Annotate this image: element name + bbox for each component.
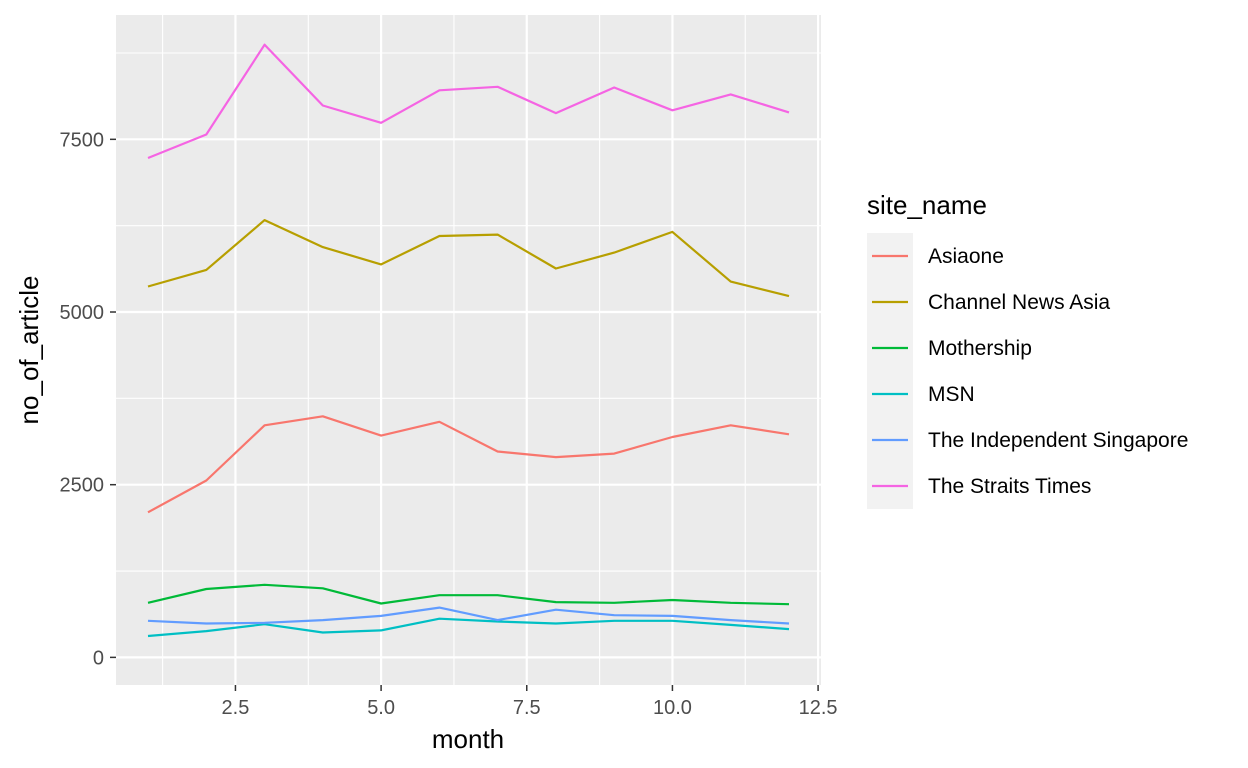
y-tick-label: 5000 [60, 302, 105, 324]
major-gridlines [116, 15, 821, 685]
y-tick-label: 2500 [60, 475, 105, 497]
legend-label-asiaone: Asiaone [928, 245, 1004, 268]
series-line-the-independent-singapore [147, 606, 790, 625]
legend: site_name Asiaone Channel News Asia Mother… [867, 190, 1188, 509]
series-line-the-straits-times [147, 43, 790, 160]
legend-key-background [867, 233, 913, 509]
legend-title: site_name [867, 190, 987, 220]
series-line-channel-news-asia [147, 219, 790, 298]
y-axis-title: no_of_article [14, 276, 44, 425]
series-line-asiaone [147, 415, 790, 514]
y-tick-label: 0 [93, 647, 104, 669]
y-tick-label: 7500 [60, 129, 105, 151]
x-tick-label: 2.5 [222, 697, 250, 719]
legend-label-the-straits-times: The Straits Times [928, 475, 1091, 498]
x-tick-label: 12.5 [799, 697, 838, 719]
series-line-mothership [147, 583, 790, 606]
x-tick-label: 5.0 [367, 697, 395, 719]
x-tick-label: 10.0 [653, 697, 692, 719]
series-line-msn [147, 617, 790, 638]
series-lines [147, 43, 790, 638]
x-axis: 2.5 5.0 7.5 10.0 12.5 [222, 685, 838, 719]
x-tick-label: 7.5 [513, 697, 541, 719]
legend-label-mothership: Mothership [928, 337, 1032, 360]
plot-panel [116, 15, 821, 685]
legend-label-the-independent-singapore: The Independent Singapore [928, 429, 1188, 452]
legend-label-channel-news-asia: Channel News Asia [928, 291, 1110, 314]
x-axis-title: month [432, 724, 504, 754]
legend-label-msn: MSN [928, 383, 975, 406]
y-axis: 0 2500 5000 7500 [60, 129, 116, 669]
minor-gridlines [116, 15, 821, 685]
